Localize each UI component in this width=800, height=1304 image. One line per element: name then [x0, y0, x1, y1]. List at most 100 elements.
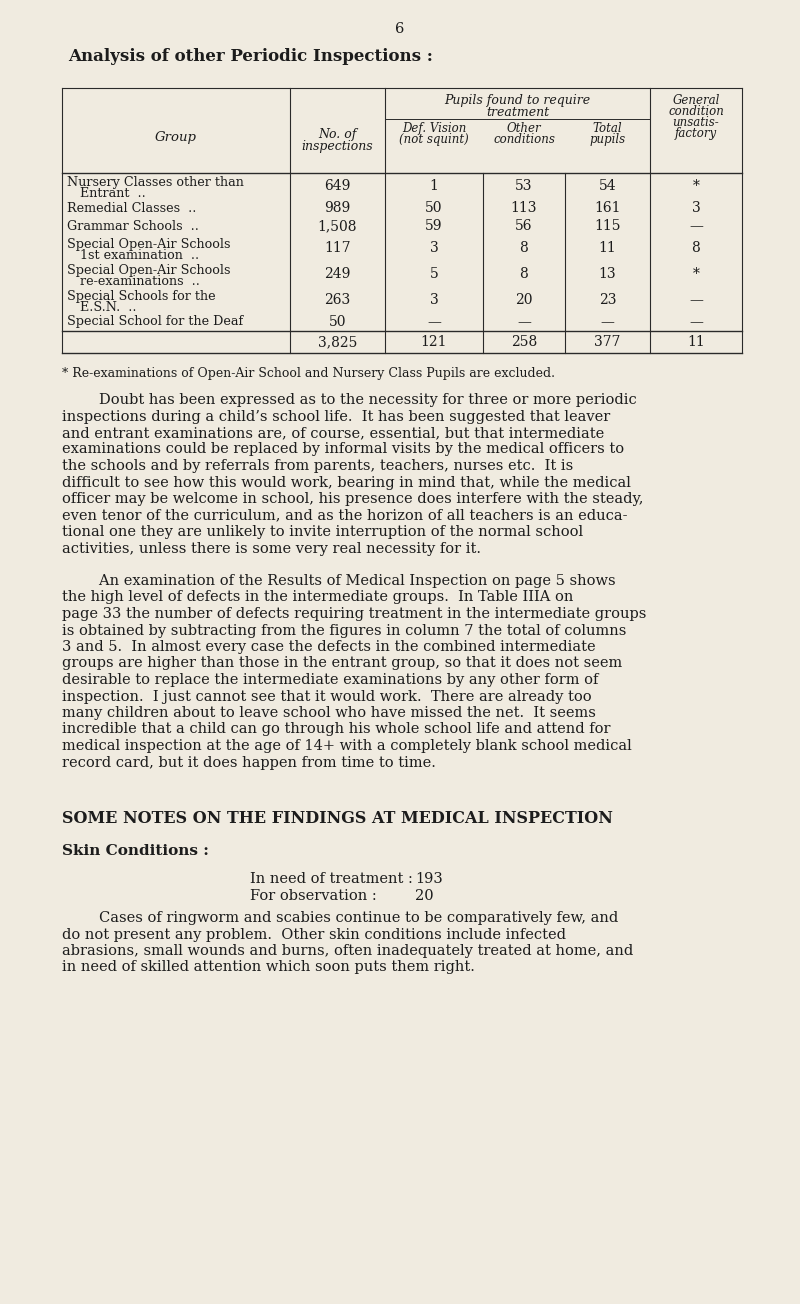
Text: is obtained by subtracting from the figures in column 7 the total of columns: is obtained by subtracting from the figu…	[62, 623, 626, 638]
Text: Remedial Classes  ..: Remedial Classes ..	[67, 202, 196, 214]
Text: For observation :: For observation :	[250, 889, 377, 902]
Text: desirable to replace the intermediate examinations by any other form of: desirable to replace the intermediate ex…	[62, 673, 598, 687]
Text: pupils: pupils	[590, 133, 626, 146]
Text: 8: 8	[692, 241, 700, 256]
Text: page 33 the number of defects requiring treatment in the intermediate groups: page 33 the number of defects requiring …	[62, 606, 646, 621]
Text: conditions: conditions	[493, 133, 555, 146]
Text: *: *	[693, 267, 699, 280]
Text: 5: 5	[430, 267, 438, 280]
Text: Total: Total	[593, 123, 622, 136]
Text: 8: 8	[520, 241, 528, 256]
Text: 53: 53	[515, 179, 533, 193]
Text: Cases of ringworm and scabies continue to be comparatively few, and: Cases of ringworm and scabies continue t…	[62, 911, 618, 925]
Text: 1st examination  ..: 1st examination ..	[80, 249, 199, 262]
Text: re-examinations  ..: re-examinations ..	[80, 275, 200, 288]
Text: 11: 11	[687, 335, 705, 349]
Text: many children about to leave school who have missed the net.  It seems: many children about to leave school who …	[62, 705, 596, 720]
Text: 13: 13	[598, 267, 616, 280]
Text: 249: 249	[324, 267, 350, 280]
Text: 377: 377	[594, 335, 621, 349]
Text: —: —	[689, 293, 703, 306]
Text: 20: 20	[415, 889, 434, 902]
Text: 113: 113	[510, 201, 538, 215]
Text: 3: 3	[692, 201, 700, 215]
Text: 1: 1	[430, 179, 438, 193]
Text: —: —	[689, 219, 703, 233]
Text: record card, but it does happen from time to time.: record card, but it does happen from tim…	[62, 755, 436, 769]
Text: difficult to see how this would work, bearing in mind that, while the medical: difficult to see how this would work, be…	[62, 476, 631, 489]
Text: 8: 8	[520, 267, 528, 280]
Text: 20: 20	[515, 293, 533, 306]
Text: General: General	[672, 94, 720, 107]
Text: 989: 989	[324, 201, 350, 215]
Text: Group: Group	[155, 132, 197, 145]
Text: even tenor of the curriculum, and as the horizon of all teachers is an educa­: even tenor of the curriculum, and as the…	[62, 509, 627, 523]
Text: (not squint): (not squint)	[399, 133, 469, 146]
Text: * Re-examinations of Open-Air School and Nursery Class Pupils are excluded.: * Re-examinations of Open-Air School and…	[62, 366, 555, 379]
Text: Pupils found to require: Pupils found to require	[445, 94, 590, 107]
Text: 117: 117	[324, 241, 351, 256]
Text: Special Open-Air Schools: Special Open-Air Schools	[67, 239, 230, 250]
Text: condition: condition	[668, 106, 724, 117]
Text: —: —	[427, 316, 441, 329]
Text: 3: 3	[430, 241, 438, 256]
Text: 3,825: 3,825	[318, 335, 357, 349]
Text: 50: 50	[426, 201, 442, 215]
Text: Grammar Schools  ..: Grammar Schools ..	[67, 219, 199, 232]
Text: Nursery Classes other than: Nursery Classes other than	[67, 176, 244, 189]
Text: factory: factory	[675, 126, 717, 140]
Text: the high level of defects in the intermediate groups.  In Table IIIA on: the high level of defects in the interme…	[62, 591, 574, 605]
Text: SOME NOTES ON THE FINDINGS AT MEDICAL INSPECTION: SOME NOTES ON THE FINDINGS AT MEDICAL IN…	[62, 810, 613, 827]
Text: groups are higher than those in the entrant group, so that it does not seem: groups are higher than those in the entr…	[62, 656, 622, 670]
Text: Other: Other	[506, 123, 542, 136]
Text: do not present any problem.  Other skin conditions include infected: do not present any problem. Other skin c…	[62, 927, 566, 941]
Text: inspection.  I just cannot see that it would work.  There are already too: inspection. I just cannot see that it wo…	[62, 690, 592, 703]
Text: and entrant examinations are, of course, essential, but that intermediate: and entrant examinations are, of course,…	[62, 426, 604, 439]
Text: E.S.N.  ..: E.S.N. ..	[80, 301, 137, 314]
Text: Doubt has been expressed as to the necessity for three or more periodic: Doubt has been expressed as to the neces…	[62, 393, 637, 407]
Text: 50: 50	[329, 316, 346, 329]
Text: 161: 161	[594, 201, 621, 215]
Text: tional one they are unlikely to invite interruption of the normal school: tional one they are unlikely to invite i…	[62, 526, 583, 539]
Text: 3 and 5.  In almost every case the defects in the combined intermediate: 3 and 5. In almost every case the defect…	[62, 640, 596, 655]
Text: —: —	[689, 316, 703, 329]
Text: Special School for the Deaf: Special School for the Deaf	[67, 316, 243, 329]
Text: 59: 59	[426, 219, 442, 233]
Text: 121: 121	[421, 335, 447, 349]
Text: 115: 115	[594, 219, 621, 233]
Text: inspections: inspections	[302, 140, 374, 153]
Text: An examination of the Results of Medical Inspection on page 5 shows: An examination of the Results of Medical…	[62, 574, 616, 588]
Text: 3: 3	[430, 293, 438, 306]
Text: Special Open-Air Schools: Special Open-Air Schools	[67, 263, 230, 276]
Text: No. of: No. of	[318, 128, 357, 141]
Text: 258: 258	[511, 335, 537, 349]
Text: Entrant  ..: Entrant ..	[80, 186, 146, 200]
Text: treatment: treatment	[486, 106, 549, 119]
Text: examinations could be replaced by informal visits by the medical officers to: examinations could be replaced by inform…	[62, 442, 624, 456]
Text: unsatis-: unsatis-	[673, 116, 719, 129]
Text: 23: 23	[598, 293, 616, 306]
Text: 649: 649	[324, 179, 350, 193]
Text: 193: 193	[415, 872, 442, 885]
Text: Special Schools for the: Special Schools for the	[67, 289, 216, 303]
Text: medical inspection at the age of 14+ with a completely blank school medical: medical inspection at the age of 14+ wit…	[62, 739, 632, 752]
Text: in need of skilled attention which soon puts them right.: in need of skilled attention which soon …	[62, 961, 475, 974]
Text: 263: 263	[324, 293, 350, 306]
Text: 1,508: 1,508	[318, 219, 358, 233]
Text: inspections during a child’s school life.  It has been suggested that leaver: inspections during a child’s school life…	[62, 409, 610, 424]
Text: activities, unless there is some very real necessity for it.: activities, unless there is some very re…	[62, 541, 481, 556]
Text: the schools and by referrals from parents, teachers, nurses etc.  It is: the schools and by referrals from parent…	[62, 459, 574, 473]
Text: —: —	[517, 316, 531, 329]
Text: In need of treatment :: In need of treatment :	[250, 872, 413, 885]
Text: 56: 56	[515, 219, 533, 233]
Text: abrasions, small wounds and burns, often inadequately treated at home, and: abrasions, small wounds and burns, often…	[62, 944, 634, 958]
Text: 11: 11	[598, 241, 616, 256]
Text: Analysis of other Periodic Inspections :: Analysis of other Periodic Inspections :	[68, 48, 433, 65]
Text: *: *	[693, 179, 699, 193]
Text: 6: 6	[395, 22, 405, 37]
Text: officer may be welcome in school, his presence does interfere with the steady,: officer may be welcome in school, his pr…	[62, 492, 643, 506]
Text: Skin Conditions :: Skin Conditions :	[62, 844, 209, 858]
Text: 54: 54	[598, 179, 616, 193]
Text: Def. Vision: Def. Vision	[402, 123, 466, 136]
Text: incredible that a child can go through his whole school life and attend for: incredible that a child can go through h…	[62, 722, 610, 737]
